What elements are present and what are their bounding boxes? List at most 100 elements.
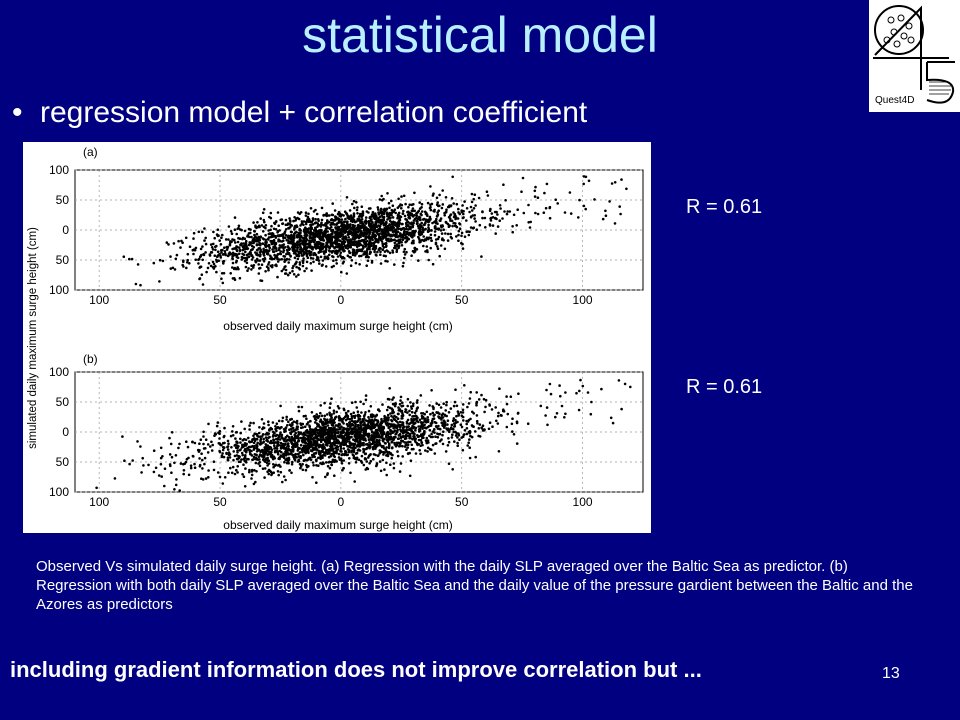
scatter-point — [175, 253, 179, 257]
scatter-point — [333, 474, 336, 478]
scatter-point — [415, 441, 419, 445]
x-tick-label: 100 — [89, 293, 109, 307]
scatter-point — [403, 429, 406, 432]
y-tick-label: 100 — [49, 283, 69, 297]
scatter-point — [441, 225, 445, 228]
scatter-point — [314, 226, 317, 230]
scatter-point — [159, 462, 163, 466]
scatter-point — [368, 252, 372, 255]
scatter-point — [457, 239, 460, 242]
scatter-point — [383, 468, 386, 471]
scatter-point — [400, 244, 404, 247]
scatter-point — [318, 425, 321, 429]
scatter-point — [266, 464, 269, 467]
scatter-point — [187, 473, 191, 477]
scatter-point — [218, 239, 221, 242]
scatter-point — [277, 239, 280, 243]
scatter-point — [271, 421, 275, 424]
scatter-point — [330, 426, 333, 430]
scatter-point — [370, 218, 373, 221]
scatter-point — [214, 432, 218, 436]
scatter-point — [390, 440, 394, 444]
scatter-point — [281, 480, 284, 484]
scatter-point — [436, 247, 440, 250]
scatter-point — [341, 435, 345, 439]
scatter-point — [481, 424, 485, 428]
scatter-point — [280, 450, 283, 454]
scatter-point — [382, 450, 386, 454]
scatter-point — [425, 245, 429, 248]
scatter-point — [336, 405, 340, 408]
scatter-point — [426, 416, 430, 419]
scatter-point — [328, 411, 331, 415]
scatter-point — [316, 225, 319, 228]
scatter-point — [404, 217, 407, 221]
scatter-point — [381, 428, 385, 432]
scatter-point — [329, 402, 332, 405]
x-tick-label: 50 — [213, 293, 227, 307]
scatter-point — [515, 224, 518, 227]
scatter-point — [337, 423, 341, 426]
scatter-point — [244, 250, 247, 254]
scatter-point — [378, 443, 382, 447]
quest4d-logo-icon — [873, 5, 955, 104]
scatter-point — [158, 258, 162, 262]
scatter-point — [321, 423, 325, 427]
scatter-point — [454, 217, 457, 221]
scatter-point — [456, 410, 460, 413]
scatter-point — [235, 267, 238, 271]
x-tick-label: 50 — [455, 293, 469, 307]
scatter-point — [384, 254, 388, 258]
scatter-point — [374, 212, 377, 215]
scatter-point — [325, 448, 328, 452]
scatter-point — [437, 209, 441, 212]
scatter-point — [439, 229, 443, 232]
scatter-point — [291, 269, 294, 273]
scatter-point — [396, 454, 400, 458]
scatter-point — [378, 460, 382, 463]
scatter-point — [123, 459, 126, 463]
scatter-point — [406, 425, 410, 429]
scatter-point — [411, 249, 415, 253]
scatter-point — [262, 251, 266, 255]
scatter-point — [350, 401, 354, 405]
scatter-point — [305, 243, 309, 246]
scatter-point — [293, 263, 297, 266]
scatter-point — [390, 446, 394, 450]
scatter-point — [444, 196, 448, 199]
scatter-point — [230, 232, 234, 235]
scatter-point — [238, 252, 241, 255]
scatter-point — [378, 246, 382, 250]
scatter-point — [397, 222, 401, 226]
scatter-point — [274, 441, 277, 444]
scatter-point — [224, 238, 228, 241]
scatter-point — [412, 221, 416, 225]
scatter-point — [312, 260, 315, 264]
scatter-point — [381, 248, 385, 251]
scatter-point — [438, 254, 442, 258]
scatter-point — [351, 250, 355, 254]
scatter-point — [217, 259, 220, 262]
scatter-point — [292, 236, 296, 240]
scatter-point — [342, 443, 345, 447]
scatter-point — [285, 257, 289, 261]
scatter-point — [481, 429, 485, 432]
scatter-point — [545, 182, 549, 186]
scatter-point — [323, 234, 326, 237]
scatter-point — [454, 430, 457, 434]
bullet-text: regression model + correlation coefficie… — [40, 96, 588, 129]
scatter-point — [262, 452, 265, 456]
scatter-point — [284, 265, 287, 268]
scatter-point — [179, 462, 183, 465]
scatter-point — [345, 225, 349, 229]
scatter-point — [361, 213, 365, 217]
scatter-point — [279, 470, 283, 474]
scatter-point — [353, 220, 357, 224]
x-tick-label: 50 — [455, 495, 469, 509]
scatter-point — [276, 231, 279, 234]
scatter-point — [356, 212, 359, 215]
scatter-point — [411, 207, 415, 210]
scatter-point — [533, 189, 537, 193]
scatter-point — [216, 250, 220, 253]
scatter-point — [476, 422, 479, 425]
